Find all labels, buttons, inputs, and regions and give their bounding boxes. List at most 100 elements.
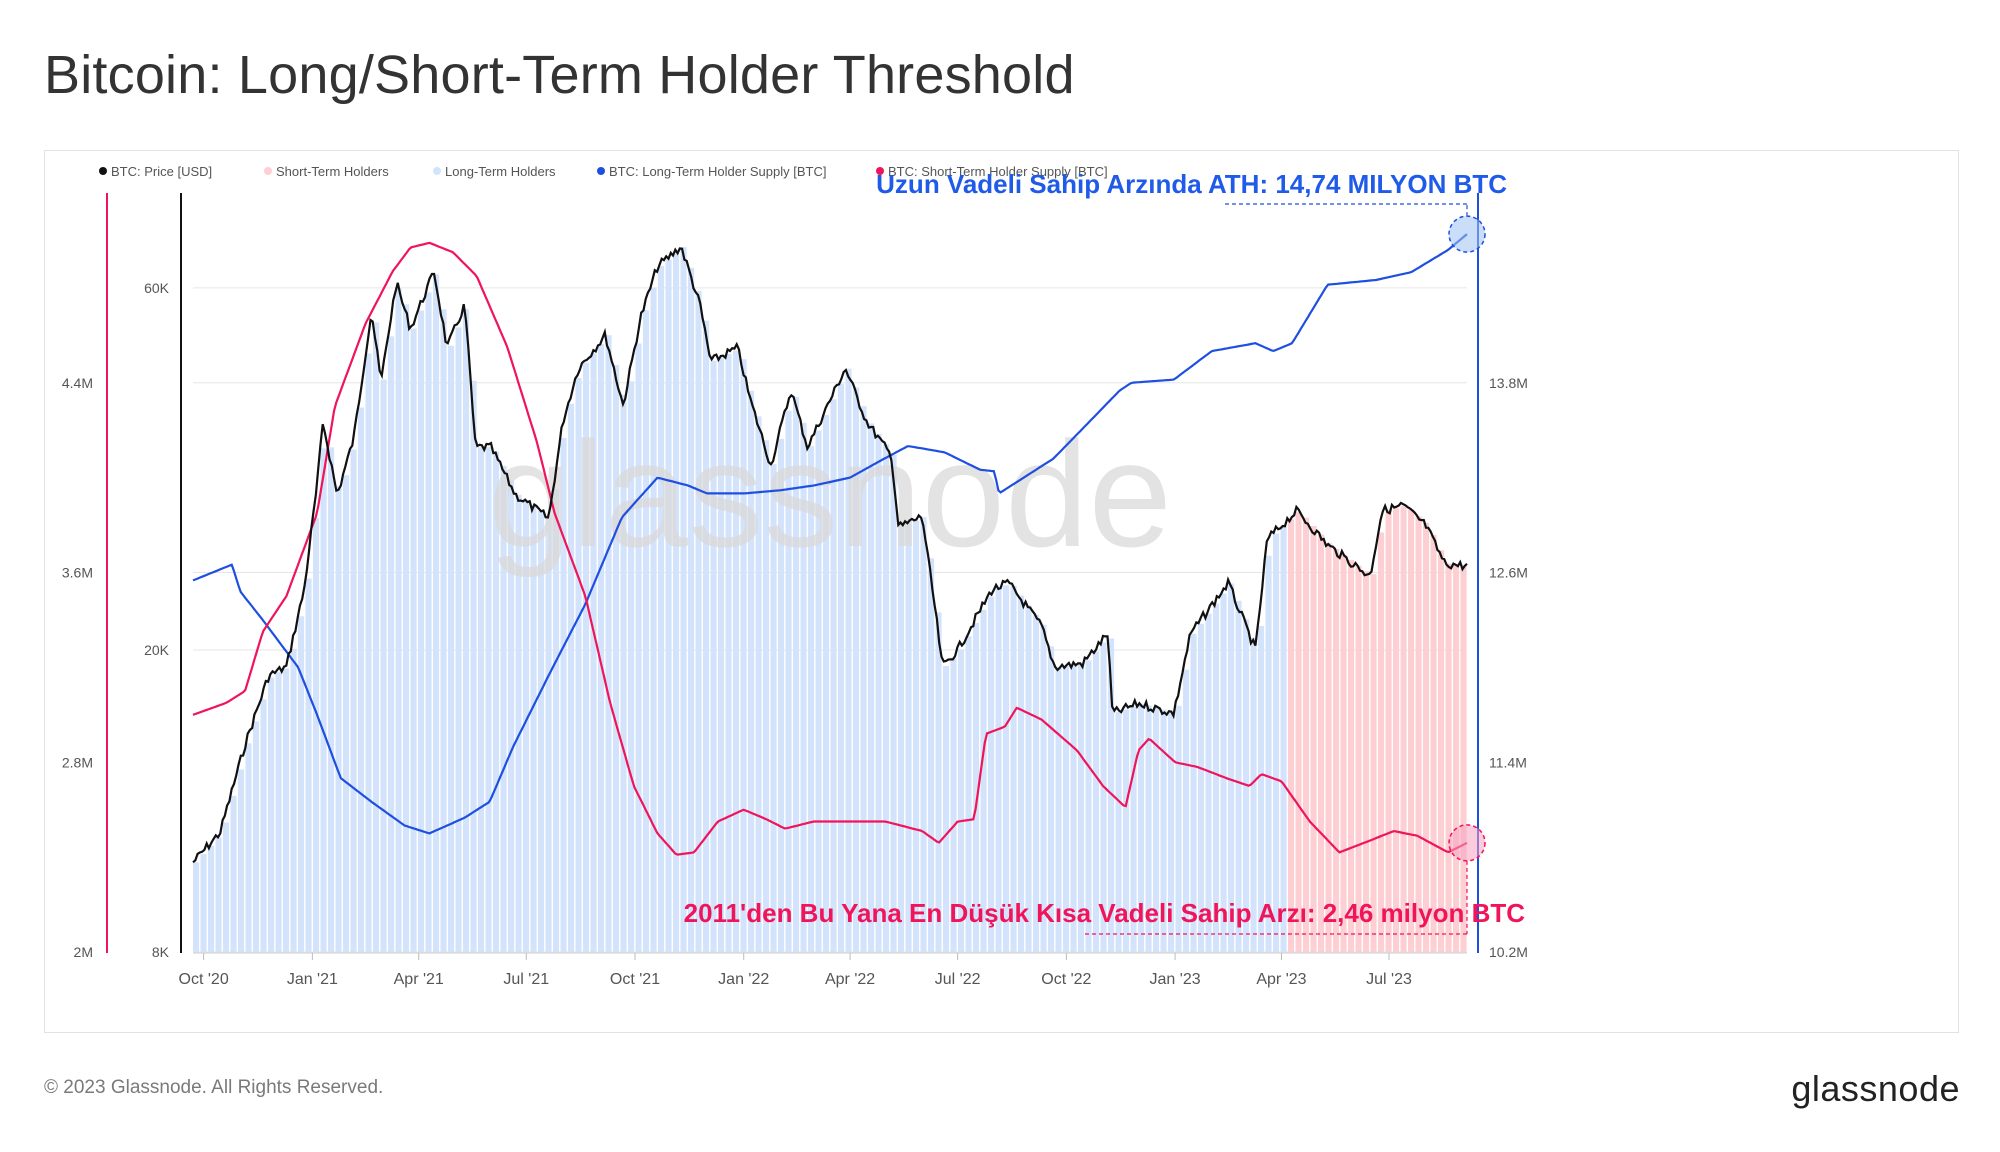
price-area-bar	[980, 609, 987, 952]
price-area-bar	[1363, 571, 1370, 952]
price-area-bar	[305, 578, 312, 952]
series-line-sth-supply	[192, 241, 1468, 856]
price-area-bar	[403, 304, 410, 953]
annotation-lth-ath: Uzun Vadeli Sahip Arzında ATH: 14,74 MIL…	[876, 169, 1507, 199]
price-area-bar	[935, 612, 942, 952]
price-area-bar	[785, 410, 792, 952]
legend-label: Short-Term Holders	[276, 164, 389, 179]
legend-item[interactable]: BTC: Short-Term Holder Supply [BTC]	[876, 164, 1108, 179]
price-area-bar	[1115, 712, 1122, 952]
price-area-bar	[260, 699, 267, 952]
price-area-bar	[1295, 512, 1302, 952]
x-tick-label: Apr '22	[825, 971, 875, 988]
brand-logo: glassnode	[1791, 1068, 1960, 1109]
price-area-bar	[1213, 603, 1220, 952]
x-tick-label: Jul '22	[935, 971, 981, 988]
price-area-bar	[1175, 705, 1182, 952]
price-area-bar	[200, 854, 207, 952]
legend-item[interactable]: BTC: Price [USD]	[99, 164, 212, 179]
price-area-bar	[763, 440, 770, 952]
price-area-bar	[1333, 549, 1340, 952]
price-area-bar	[590, 353, 597, 952]
price-area-bar	[253, 721, 260, 952]
price-area-bar	[575, 377, 582, 952]
price-area-bar	[1048, 646, 1055, 952]
price-area-bar	[418, 310, 425, 952]
legend-label: BTC: Price [USD]	[111, 164, 212, 179]
price-area-bar	[928, 558, 935, 952]
price-area-bar	[1348, 560, 1355, 952]
price-area-bar	[358, 407, 365, 952]
price-area-bar	[343, 475, 350, 952]
price-area-bar	[1003, 585, 1010, 952]
price-area-bar	[500, 465, 507, 952]
legend-swatch	[99, 167, 107, 175]
price-area-bar	[583, 362, 590, 953]
price-area-bar	[470, 380, 477, 952]
price-area-bar	[860, 406, 867, 952]
y-left-tick-label: 4.4M	[62, 375, 93, 391]
price-area-bar	[1033, 615, 1040, 952]
x-tick-label: Jan '23	[1150, 971, 1201, 988]
price-area-bar	[958, 649, 965, 952]
price-area-bar	[508, 480, 515, 952]
price-area-bar	[568, 403, 575, 952]
copyright-text: © 2023 Glassnode. All Rights Reserved.	[44, 1077, 384, 1098]
price-area-bar	[673, 253, 680, 952]
price-area-bar	[1258, 626, 1265, 952]
price-area-bar	[913, 520, 920, 952]
ath-marker	[1448, 215, 1486, 253]
y-right-tick-label: 11.4M	[1489, 754, 1527, 770]
price-area-bar	[778, 438, 785, 952]
price-area-bar	[1040, 624, 1047, 952]
y-price-tick-label: 8K	[152, 944, 170, 960]
price-area-bar	[1340, 554, 1347, 952]
legend-label: BTC: Long-Term Holder Supply [BTC]	[609, 164, 826, 179]
price-area-bar	[1078, 664, 1085, 952]
legend-item[interactable]: Long-Term Holders	[433, 164, 556, 179]
price-area-bar	[808, 446, 815, 952]
price-area-bar	[365, 353, 372, 952]
price-area-bar	[988, 596, 995, 952]
price-area-bar	[523, 500, 530, 952]
price-area-bar	[1393, 508, 1400, 952]
price-area-bar	[1085, 660, 1092, 952]
price-area-bar	[920, 517, 927, 952]
price-area-bar	[605, 335, 612, 952]
price-area-bar	[1010, 585, 1017, 952]
price-area-bar	[223, 822, 230, 952]
price-area-bar	[493, 451, 500, 952]
x-tick-label: Jul '23	[1366, 971, 1412, 988]
price-area-bar	[1325, 542, 1332, 952]
price-area-bar	[620, 394, 627, 952]
price-area-bar	[1070, 664, 1077, 952]
price-area-bar	[1160, 709, 1167, 952]
price-area-bar	[538, 510, 545, 952]
price-area-bar	[1198, 623, 1205, 952]
chart-svg: glassnode 2M 2.8M 3.6M 4.4M 8K 20K 60K 10.2M 11.…	[62, 164, 1528, 988]
price-area-bar	[1130, 706, 1137, 952]
price-area-bar	[1303, 517, 1310, 952]
price-area-bar	[1123, 709, 1130, 952]
price-area-bar	[1385, 509, 1392, 952]
legend-item[interactable]: Short-Term Holders	[264, 164, 389, 179]
price-area-bar	[1423, 522, 1430, 952]
price-area-bar	[1273, 533, 1280, 952]
price-area-bar	[1250, 637, 1257, 952]
series-line-lth-supply	[192, 233, 1468, 835]
price-area-bar	[613, 364, 620, 952]
price-area-bar	[1153, 707, 1160, 952]
price-area-bar	[950, 657, 957, 952]
price-area-bar	[830, 399, 837, 952]
price-area-bar	[1318, 534, 1325, 952]
y-price-tick-label: 20K	[144, 642, 170, 658]
price-area-bar	[215, 837, 222, 952]
annotation-sth-low: 2011'den Bu Yana En Düşük Kısa Vadeli Sa…	[684, 898, 1526, 928]
legend-item[interactable]: BTC: Long-Term Holder Supply [BTC]	[597, 164, 826, 179]
price-area-bar	[1108, 638, 1115, 952]
x-tick-label: Jul '21	[503, 971, 549, 988]
price-area-bar	[275, 672, 282, 952]
price-area-bar	[193, 862, 200, 952]
price-area-bar	[1280, 526, 1287, 952]
x-tick-label: Apr '23	[1256, 971, 1306, 988]
